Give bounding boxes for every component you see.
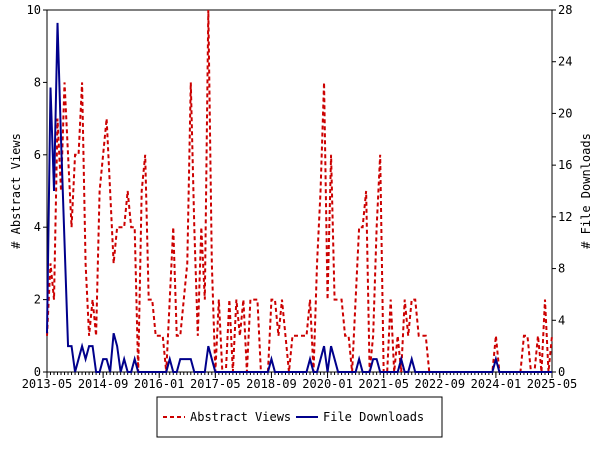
y-tick-label: 4 (34, 220, 41, 234)
series-line (46, 9, 553, 373)
x-tick-label: 2013-05 (22, 377, 73, 391)
y-axis-label: # Abstract Views (9, 133, 23, 249)
y-tick-label: 2 (34, 293, 41, 307)
y2-tick-label: 0 (558, 365, 565, 379)
x-tick-label: 2025-05 (527, 377, 578, 391)
y2-tick-label: 28 (558, 3, 572, 17)
y-tick-label: 10 (27, 3, 41, 17)
x-tick-label: 2024-01 (471, 377, 522, 391)
legend-label: File Downloads (323, 410, 424, 424)
x-tick-label: 2021-05 (358, 377, 409, 391)
series-line (46, 22, 552, 373)
x-tick-label: 2018-09 (246, 377, 297, 391)
y-tick-label: 8 (34, 75, 41, 89)
y2-tick-label: 4 (558, 313, 565, 327)
x-tick-label: 2016-01 (134, 377, 185, 391)
y-tick-label: 0 (34, 365, 41, 379)
x-tick-label: 2022-09 (414, 377, 465, 391)
plot-frame (46, 9, 553, 373)
x-tick-label: 2020-01 (302, 377, 353, 391)
y-tick-label: 6 (34, 148, 41, 162)
y2-axis-label: # File Downloads (579, 133, 593, 249)
x-tick-label: 2017-05 (190, 377, 241, 391)
y2-tick-label: 16 (558, 158, 572, 172)
y2-tick-label: 8 (558, 262, 565, 276)
legend-label: Abstract Views (190, 410, 291, 424)
x-tick-label: 2014-09 (78, 377, 129, 391)
y2-tick-label: 24 (558, 55, 572, 69)
y2-tick-label: 12 (558, 210, 572, 224)
y2-tick-label: 20 (558, 106, 572, 120)
